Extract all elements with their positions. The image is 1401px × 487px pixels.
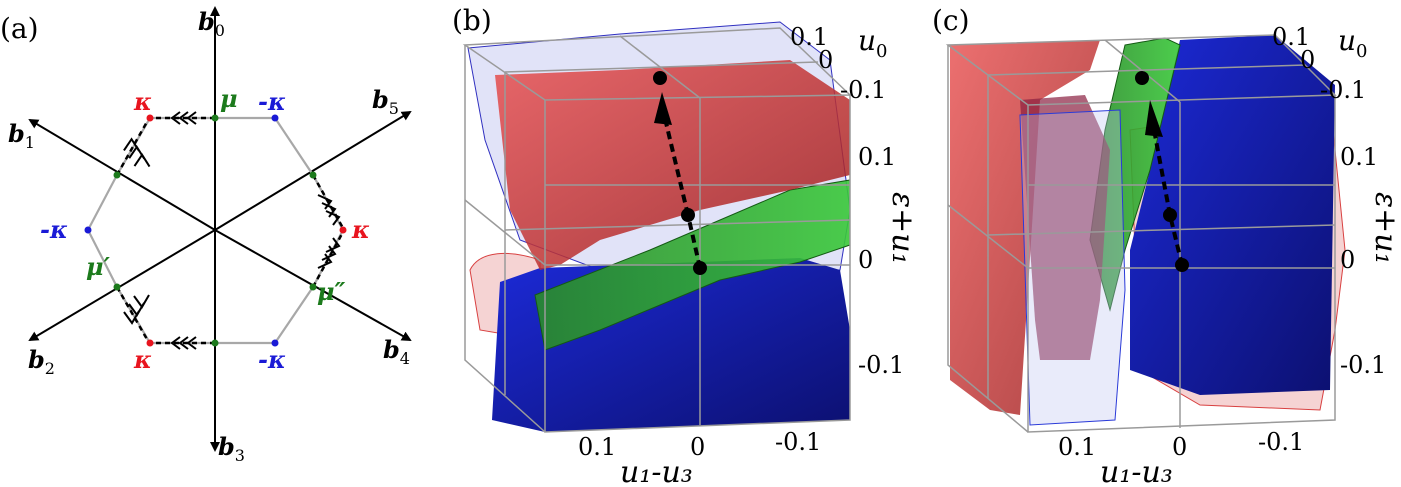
path-c-segment-1 [1168,214,1184,266]
axis-x-c-label: u₁-u₃ [1100,455,1173,487]
point-c-end [1135,71,1149,85]
tick-u0-c-1: 0.1 [1272,23,1310,51]
chevrons [123,111,341,350]
label-b1: b1 [8,119,35,152]
surface-blue-c [1130,35,1335,395]
bounding-box-b [462,27,852,433]
axis-u0-c: 0.1 0 -0.1 u0 [1272,23,1368,104]
tick-eps-c-1: 0.1 [1340,143,1378,171]
axis-eps-b-label: ε+u₁ [885,192,920,265]
path-segment-1 [686,214,702,269]
point-origin [693,261,707,275]
axis-u0-b-label: u0 [858,24,888,62]
label-kappa-right: κ [351,215,370,244]
axis-labels: b0 b1 b2 b3 b4 b5 [8,7,410,465]
label-kappa-left: -κ [40,215,68,244]
point-labels: μ -κ κ -κ κ μ′ μ″ κ -κ [40,84,370,374]
axis-b2 [28,229,216,342]
label-kappa-tl: κ [133,87,152,116]
vertices [84,114,347,347]
axis-b5 [214,110,412,231]
label-b4: b4 [383,335,410,368]
axis-x-b: 0.1 0 -0.1 u₁-u₃ [578,428,821,487]
label-mu-top: μ [220,84,238,113]
surface-red-c-front [1020,95,1110,360]
tick-x-c-2: 0 [1172,433,1187,461]
flow-arrows [115,116,345,345]
tick-u0-b-3: -0.1 [840,76,886,104]
point-mid [681,208,695,222]
label-b0: b0 [198,7,225,40]
tick-u0-c-3: -0.1 [1320,76,1366,104]
tick-x-c-3: -0.1 [1258,428,1304,456]
panel-c: (c) [932,4,1401,487]
label-mu-dprime: μ″ [317,277,346,306]
axis-eps-b: 0.1 0 -0.1 ε+u₁ [858,143,920,379]
tick-eps-b-2: 0 [858,246,873,274]
tick-u0-c-2: 0 [1300,46,1315,74]
tick-x-b-3: -0.1 [775,428,821,456]
label-mu-prime: μ′ [86,252,111,281]
path-c-arrowhead [1145,100,1163,137]
panel-label-c: (c) [932,4,970,37]
axis-b1 [28,118,216,231]
tick-x-b-1: 0.1 [578,433,616,461]
tick-eps-b-3: -0.1 [858,351,904,379]
point-c-mid [1163,208,1177,222]
axis-eps-c-label: ε+u₁ [1368,192,1401,265]
label-b2: b2 [28,345,55,378]
tick-u0-b-2: 0 [818,46,833,74]
axis-x-c: 0.1 0 -0.1 u₁-u₃ [1058,428,1304,487]
surface-red [495,60,850,270]
label-kappa-bl: κ [133,345,152,374]
panel-a: (a) [0,6,412,465]
axis-u0-c-label: u0 [1338,24,1368,62]
tick-x-b-2: 0 [690,433,705,461]
tick-eps-b-1: 0.1 [858,143,896,171]
axis-u0-b: 0.1 0 -0.1 u0 [790,23,888,104]
path-c-segment-2 [1153,134,1172,216]
label-kappa-br: -κ [258,345,286,374]
path-segment-2 [661,109,690,216]
path-arrowhead [654,92,672,125]
tick-x-c-1: 0.1 [1058,433,1096,461]
panel-b: (b) [452,4,920,487]
tick-u0-b-1: 0.1 [790,23,828,51]
point-c-origin [1175,258,1189,272]
tick-eps-c-2: 0 [1340,246,1355,274]
axis-eps-c: 0.1 0 -0.1 ε+u₁ [1340,143,1401,379]
axis-x-b-label: u₁-u₃ [620,455,693,487]
label-b3: b3 [218,432,245,465]
point-end [653,71,667,85]
label-b5: b5 [372,85,399,118]
panel-label-a: (a) [0,12,39,45]
tick-eps-c-3: -0.1 [1340,351,1386,379]
panel-label-b: (b) [452,4,492,37]
label-kappa-tr: -κ [258,87,286,116]
